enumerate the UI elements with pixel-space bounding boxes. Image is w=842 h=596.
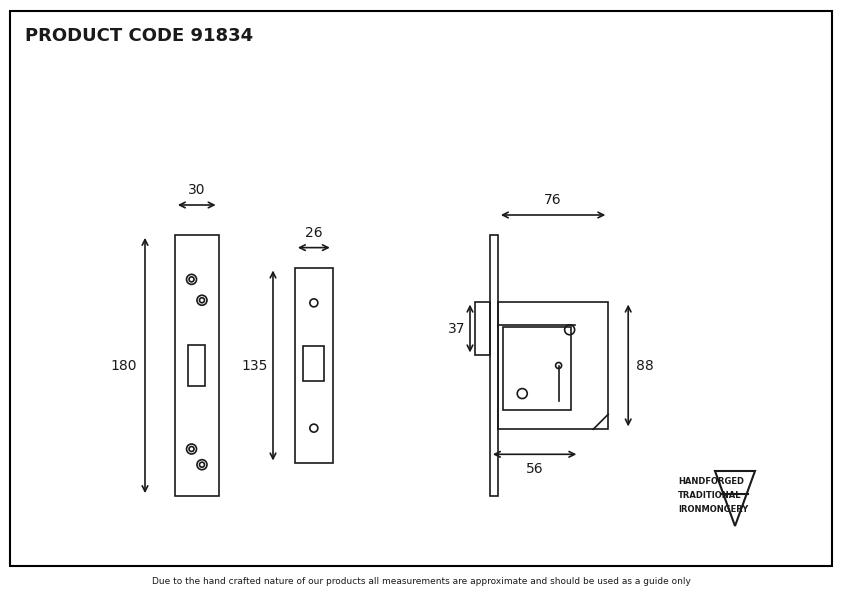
Text: HANDFORGED: HANDFORGED	[678, 476, 744, 486]
Bar	[475, 302, 490, 355]
Bar	[490, 235, 498, 496]
Text: 30: 30	[188, 183, 205, 197]
Text: 180: 180	[110, 359, 137, 372]
Text: Due to the hand crafted nature of our products all measurements are approximate : Due to the hand crafted nature of our pr…	[152, 576, 690, 585]
Bar	[188, 344, 205, 386]
Text: TRADITIONAL: TRADITIONAL	[678, 491, 742, 499]
Text: 76: 76	[544, 193, 562, 207]
Bar	[295, 268, 333, 463]
Bar	[303, 346, 324, 381]
Text: 88: 88	[637, 359, 654, 372]
Text: 37: 37	[447, 321, 465, 336]
Bar	[175, 235, 219, 496]
Text: 56: 56	[525, 462, 543, 476]
Bar	[503, 327, 572, 410]
Text: PRODUCT CODE 91834: PRODUCT CODE 91834	[25, 27, 253, 45]
Text: 135: 135	[242, 359, 268, 372]
Text: IRONMONGERY: IRONMONGERY	[678, 504, 749, 514]
Text: 26: 26	[305, 226, 322, 240]
Bar	[498, 302, 608, 429]
